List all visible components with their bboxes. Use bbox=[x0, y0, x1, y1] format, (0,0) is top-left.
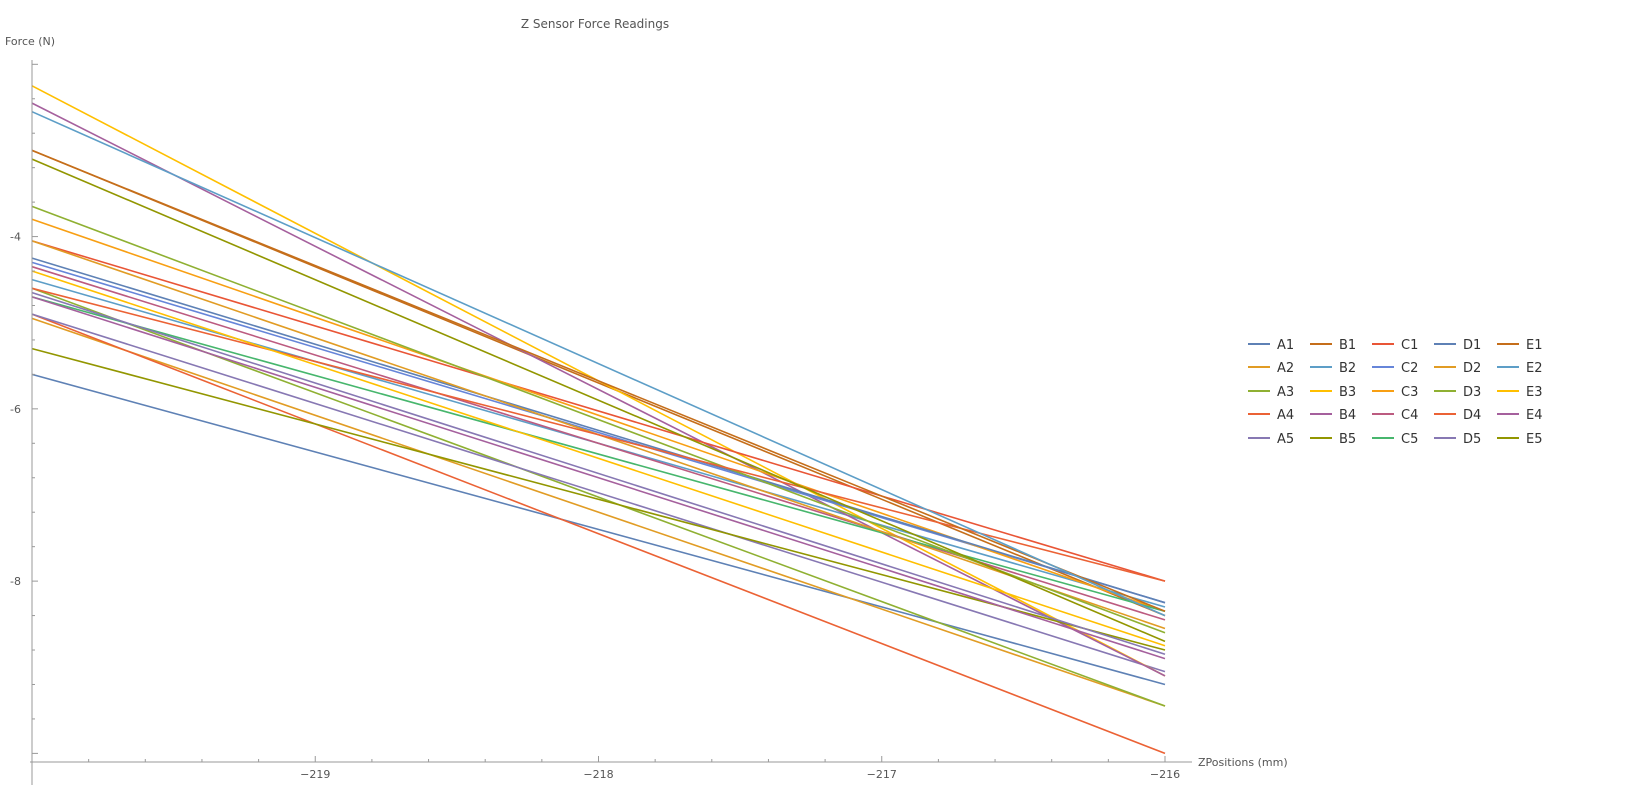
series-line-a4 bbox=[31, 313, 1166, 755]
legend-item-d2: D2 bbox=[1434, 361, 1481, 376]
legend-item-e5: E5 bbox=[1497, 432, 1543, 447]
series-line-b5 bbox=[31, 347, 1166, 651]
series-line-e4 bbox=[31, 296, 1166, 660]
series-line-e5 bbox=[31, 158, 1166, 643]
series-line-c5 bbox=[31, 296, 1166, 613]
legend-item-a5: A5 bbox=[1248, 432, 1294, 447]
legend-item-e1: E1 bbox=[1497, 338, 1543, 353]
y-axis-label: Force (N) bbox=[5, 35, 55, 48]
series-line-c1 bbox=[31, 240, 1166, 582]
legend-item-c1: C1 bbox=[1372, 338, 1418, 353]
legend-item-c5: C5 bbox=[1372, 432, 1418, 447]
series-line-a5 bbox=[31, 313, 1166, 673]
legend-item-e4: E4 bbox=[1497, 408, 1543, 423]
legend-label: D1 bbox=[1463, 338, 1481, 353]
x-tick-label: −219 bbox=[300, 768, 330, 781]
legend-item-d4: D4 bbox=[1434, 408, 1481, 423]
legend-label: D5 bbox=[1463, 432, 1481, 447]
series-line-e3 bbox=[31, 270, 1166, 647]
legend-item-b3: B3 bbox=[1310, 385, 1356, 400]
series-line-d5 bbox=[31, 291, 1166, 656]
legend-item-c4: C4 bbox=[1372, 408, 1418, 423]
legend-label: D2 bbox=[1463, 361, 1481, 376]
x-tick-label: −216 bbox=[1150, 768, 1180, 781]
legend-item-b2: B2 bbox=[1310, 361, 1356, 376]
legend-label: E1 bbox=[1526, 338, 1543, 353]
legend-item-e3: E3 bbox=[1497, 385, 1543, 400]
legend-label: A3 bbox=[1277, 385, 1294, 400]
legend-label: A5 bbox=[1277, 432, 1294, 447]
series-line-c4 bbox=[31, 265, 1166, 621]
legend-label: D4 bbox=[1463, 408, 1481, 423]
axes bbox=[30, 60, 1192, 785]
legend-label: A4 bbox=[1277, 408, 1294, 423]
legend-item-d1: D1 bbox=[1434, 338, 1481, 353]
series-line-e2 bbox=[31, 110, 1166, 617]
legend-item-b1: B1 bbox=[1310, 338, 1356, 353]
legend-label: C3 bbox=[1401, 385, 1418, 400]
legend-label: E4 bbox=[1526, 408, 1543, 423]
legend-item-e2: E2 bbox=[1497, 361, 1543, 376]
chart-title: Z Sensor Force Readings bbox=[521, 17, 669, 31]
legend-item-a4: A4 bbox=[1248, 408, 1294, 423]
series-line-a1 bbox=[31, 373, 1166, 686]
legend-item-b5: B5 bbox=[1310, 432, 1356, 447]
legend-item-c2: C2 bbox=[1372, 361, 1418, 376]
legend-label: C4 bbox=[1401, 408, 1418, 423]
legend-item-d5: D5 bbox=[1434, 432, 1481, 447]
legend-label: B1 bbox=[1339, 338, 1356, 353]
legend-label: B4 bbox=[1339, 408, 1356, 423]
series-line-d1 bbox=[31, 257, 1166, 604]
x-tick-label: −217 bbox=[867, 768, 897, 781]
legend-label: E2 bbox=[1526, 361, 1543, 376]
y-tick-label: -4 bbox=[10, 231, 21, 244]
legend-label: C5 bbox=[1401, 432, 1418, 447]
series-line-a2 bbox=[31, 317, 1166, 707]
y-tick-label: -8 bbox=[10, 575, 21, 588]
legend-item-c3: C3 bbox=[1372, 385, 1418, 400]
y-tick-label: -6 bbox=[10, 403, 21, 416]
legend-label: E3 bbox=[1526, 385, 1543, 400]
legend-label: B3 bbox=[1339, 385, 1356, 400]
legend-label: D3 bbox=[1463, 385, 1481, 400]
legend-label: A2 bbox=[1277, 361, 1294, 376]
axis-ticks: −219 −218 −217 −216 -4 -6 -8 bbox=[10, 63, 1180, 781]
series-lines bbox=[31, 85, 1166, 755]
legend-item-a2: A2 bbox=[1248, 361, 1294, 376]
x-tick-label: −218 bbox=[583, 768, 613, 781]
legend-label: B5 bbox=[1339, 432, 1356, 447]
legend-label: C1 bbox=[1401, 338, 1418, 353]
legend-item-a3: A3 bbox=[1248, 385, 1294, 400]
legend-label: B2 bbox=[1339, 361, 1356, 376]
legend-label: A1 bbox=[1277, 338, 1294, 353]
legend: A1 A2 A3 A4 A5 B1 B2 B3 B4 B5 C1 C2 C3 C4 C5 D1 D2 D3 D4 D5… bbox=[1248, 338, 1543, 447]
legend-label: C2 bbox=[1401, 361, 1418, 376]
series-line-b4 bbox=[31, 102, 1166, 677]
legend-item-a1: A1 bbox=[1248, 338, 1294, 353]
legend-item-d3: D3 bbox=[1434, 385, 1481, 400]
legend-item-b4: B4 bbox=[1310, 408, 1356, 423]
legend-label: E5 bbox=[1526, 432, 1543, 447]
x-axis-label: ZPositions (mm) bbox=[1198, 756, 1288, 769]
series-line-d4 bbox=[31, 287, 1166, 582]
series-line-e1 bbox=[31, 149, 1166, 613]
series-line-c3 bbox=[31, 218, 1166, 613]
